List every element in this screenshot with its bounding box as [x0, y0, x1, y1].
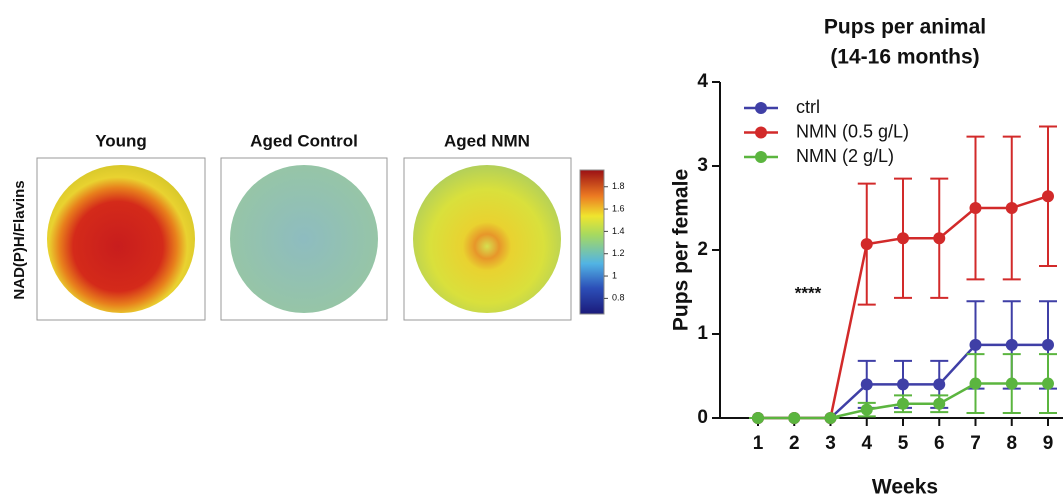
- legend-label: NMN (0.5 g/L): [796, 121, 909, 141]
- legend-marker: [755, 151, 767, 163]
- data-point: [897, 398, 909, 410]
- colorbar-tick-label: 1: [612, 270, 617, 280]
- y-tick-label: 3: [697, 155, 708, 176]
- x-tick-label: 1: [753, 433, 764, 454]
- data-point: [970, 202, 982, 214]
- x-tick-label: 6: [934, 433, 945, 454]
- legend-marker: [755, 127, 767, 139]
- panel-title: Aged NMN: [444, 131, 530, 150]
- data-point: [861, 404, 873, 416]
- colorbar-tick-label: 1.2: [612, 248, 625, 258]
- data-point: [933, 398, 945, 410]
- x-tick-label: 2: [789, 433, 800, 454]
- y-tick-label: 4: [697, 71, 708, 92]
- colorbar-tick-label: 0.8: [612, 293, 625, 303]
- data-point: [752, 412, 764, 424]
- colorbar: [580, 170, 604, 314]
- legend-label: NMN (2 g/L): [796, 146, 894, 166]
- data-point: [933, 232, 945, 244]
- panel-title: Aged Control: [250, 131, 358, 150]
- x-tick-label: 9: [1043, 433, 1054, 454]
- panel-title: Young: [95, 131, 147, 150]
- x-tick-label: 3: [825, 433, 836, 454]
- data-point: [1006, 378, 1018, 390]
- data-point: [970, 339, 982, 351]
- y-tick-label: 2: [697, 239, 708, 260]
- y-tick-label: 0: [697, 407, 708, 428]
- legend-label: ctrl: [796, 97, 820, 117]
- legend-marker: [755, 102, 767, 114]
- x-tick-label: 8: [1006, 433, 1017, 454]
- x-tick-label: 5: [898, 433, 909, 454]
- data-point: [1006, 339, 1018, 351]
- data-point: [1006, 202, 1018, 214]
- chart-subtitle: (14-16 months): [830, 46, 979, 69]
- data-point: [933, 378, 945, 390]
- image-panels: [37, 158, 604, 320]
- data-point: [825, 412, 837, 424]
- y-tick-label: 1: [697, 323, 708, 344]
- colorbar-tick-label: 1.6: [612, 203, 625, 213]
- data-point: [1042, 339, 1054, 351]
- panel-image: [47, 165, 195, 313]
- y-axis-label: NAD(P)H/Flavins: [11, 180, 28, 299]
- data-point: [1042, 378, 1054, 390]
- data-point: [897, 232, 909, 244]
- colorbar-tick-label: 1.4: [612, 226, 625, 236]
- y-axis-label: Pups per female: [670, 169, 693, 331]
- x-tick-label: 7: [970, 433, 981, 454]
- data-point: [1042, 190, 1054, 202]
- data-point: [897, 378, 909, 390]
- x-axis-label: Weeks: [872, 476, 938, 499]
- chart-title: Pups per animal: [824, 16, 986, 39]
- data-point: [970, 378, 982, 390]
- panel-image: [230, 165, 378, 313]
- colorbar-tick-label: 1.8: [612, 181, 625, 191]
- x-tick-label: 4: [861, 433, 872, 454]
- data-point: [861, 238, 873, 250]
- panel-image: [413, 165, 561, 313]
- annotation: ****: [795, 283, 822, 302]
- data-point: [861, 378, 873, 390]
- data-point: [788, 412, 800, 424]
- figure: Young Aged Control Aged NMN NAD(P)H/Flavins…: [0, 0, 1063, 499]
